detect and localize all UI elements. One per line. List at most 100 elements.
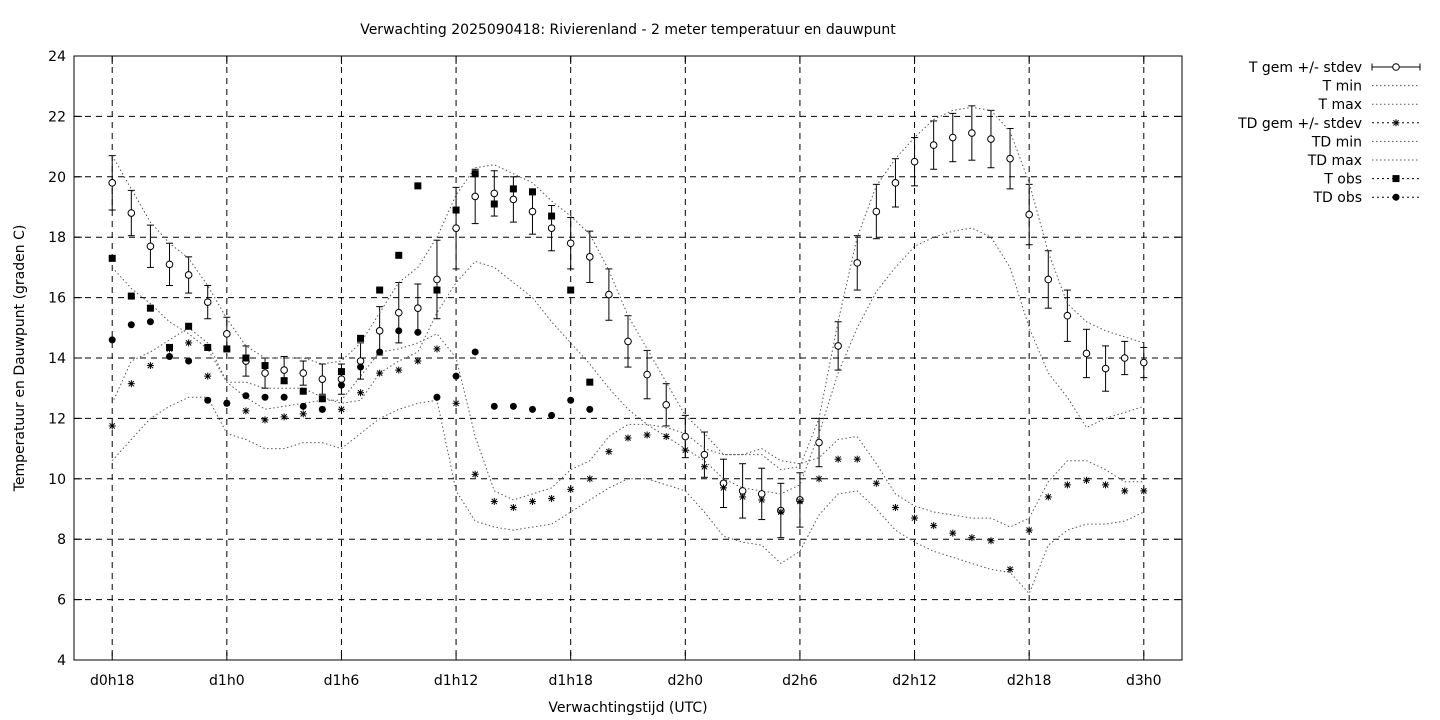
- data-point: [376, 286, 384, 294]
- data-point: [280, 413, 288, 421]
- data-point: [337, 375, 346, 383]
- chart-title: Verwachting 2025090418: Rivierenland - 2…: [360, 22, 896, 38]
- data-point: [567, 286, 575, 294]
- data-point: [605, 448, 613, 456]
- data-point: [204, 343, 212, 351]
- data-point: [643, 370, 651, 379]
- data-point: [490, 189, 499, 198]
- series-t-gem-stdev: [108, 105, 1148, 539]
- legend: T gem +/- stdev T min T max TD gem +/- stde…: [1237, 60, 1421, 206]
- data-point: [509, 503, 517, 511]
- data-point: [261, 362, 269, 370]
- data-point: [987, 135, 995, 143]
- x-tick-label: d0h18: [90, 673, 134, 689]
- data-point: [528, 497, 536, 505]
- data-point: [376, 369, 384, 377]
- data-point: [509, 402, 517, 410]
- legend-label: T min: [1322, 79, 1362, 95]
- data-point: [968, 534, 976, 542]
- data-point: [643, 431, 651, 439]
- y-tick-label: 12: [48, 411, 66, 427]
- data-point: [567, 485, 575, 493]
- data-point: [586, 378, 594, 386]
- data-point: [585, 253, 594, 261]
- data-point: [815, 438, 823, 447]
- data-point: [299, 402, 307, 410]
- data-point: [204, 396, 212, 404]
- y-tick-label: 8: [57, 532, 66, 548]
- data-point: [223, 345, 231, 353]
- legend-item: T max: [1317, 97, 1420, 113]
- data-point: [681, 446, 689, 454]
- data-point: [357, 389, 365, 397]
- data-point: [433, 345, 441, 353]
- data-point: [891, 179, 900, 187]
- data-point: [204, 372, 212, 380]
- data-point: [739, 493, 747, 501]
- legend-label: TD min: [1311, 134, 1362, 150]
- data-point: [471, 192, 479, 201]
- data-point: [566, 239, 575, 248]
- y-tick-label: 16: [48, 291, 66, 307]
- data-point: [452, 206, 460, 214]
- data-point: [261, 393, 269, 401]
- data-point: [509, 185, 517, 193]
- line-mark: [111, 106, 1144, 471]
- data-point: [490, 497, 498, 505]
- legend-marker: [1392, 193, 1400, 201]
- data-point: [758, 496, 766, 504]
- data-point: [853, 259, 862, 267]
- data-point: [911, 514, 919, 522]
- plot-frame: [73, 55, 1183, 661]
- legend-item: T gem +/- stdev: [1248, 60, 1421, 76]
- data-point: [395, 366, 403, 374]
- data-point: [586, 405, 594, 413]
- data-point: [605, 290, 613, 299]
- data-point: [185, 357, 193, 365]
- y-axis-label: Temperatuur en Dauwpunt (graden C): [12, 225, 28, 493]
- data-point: [203, 298, 212, 306]
- data-point: [299, 387, 307, 395]
- data-point: [108, 422, 116, 430]
- data-point: [872, 207, 881, 216]
- data-point: [872, 479, 880, 487]
- y-tick-label: 10: [48, 472, 66, 488]
- data-point: [567, 396, 575, 404]
- data-point: [433, 286, 441, 294]
- data-point: [987, 537, 995, 545]
- axis-ticks: 4 6 8 10 12 14 16 18 20 22 24 d0h18 d1h0 d1h6 d1h12 d1h…: [48, 49, 1182, 689]
- data-point: [299, 369, 308, 377]
- y-tick-label: 18: [48, 230, 66, 246]
- data-point: [624, 337, 632, 346]
- data-point: [891, 503, 899, 511]
- data-point: [815, 475, 823, 483]
- x-tick-label: d2h12: [892, 673, 936, 689]
- data-point: [471, 170, 479, 178]
- data-point: [471, 470, 479, 478]
- data-point: [662, 433, 670, 441]
- data-point: [185, 339, 193, 347]
- data-point: [357, 363, 365, 371]
- data-point: [223, 330, 231, 338]
- data-point: [1140, 487, 1148, 495]
- data-point: [165, 260, 174, 269]
- legend-label: TD obs: [1312, 190, 1362, 206]
- legend-label: T max: [1317, 97, 1362, 113]
- data-point: [796, 497, 804, 505]
- data-point: [834, 342, 842, 350]
- data-point: [548, 212, 556, 220]
- data-point: [910, 157, 919, 166]
- data-point: [968, 129, 976, 137]
- legend-item: TD obs: [1312, 190, 1420, 206]
- data-point: [357, 334, 365, 342]
- data-point: [509, 195, 518, 204]
- legend-marker: [1392, 119, 1400, 127]
- data-point: [1063, 311, 1072, 320]
- data-point: [261, 369, 269, 377]
- data-point: [1006, 154, 1014, 163]
- data-point: [146, 318, 154, 326]
- series-td-min: [111, 396, 1145, 595]
- x-tick-label: d1h0: [209, 673, 245, 689]
- data-point: [547, 224, 556, 232]
- data-point: [930, 522, 938, 530]
